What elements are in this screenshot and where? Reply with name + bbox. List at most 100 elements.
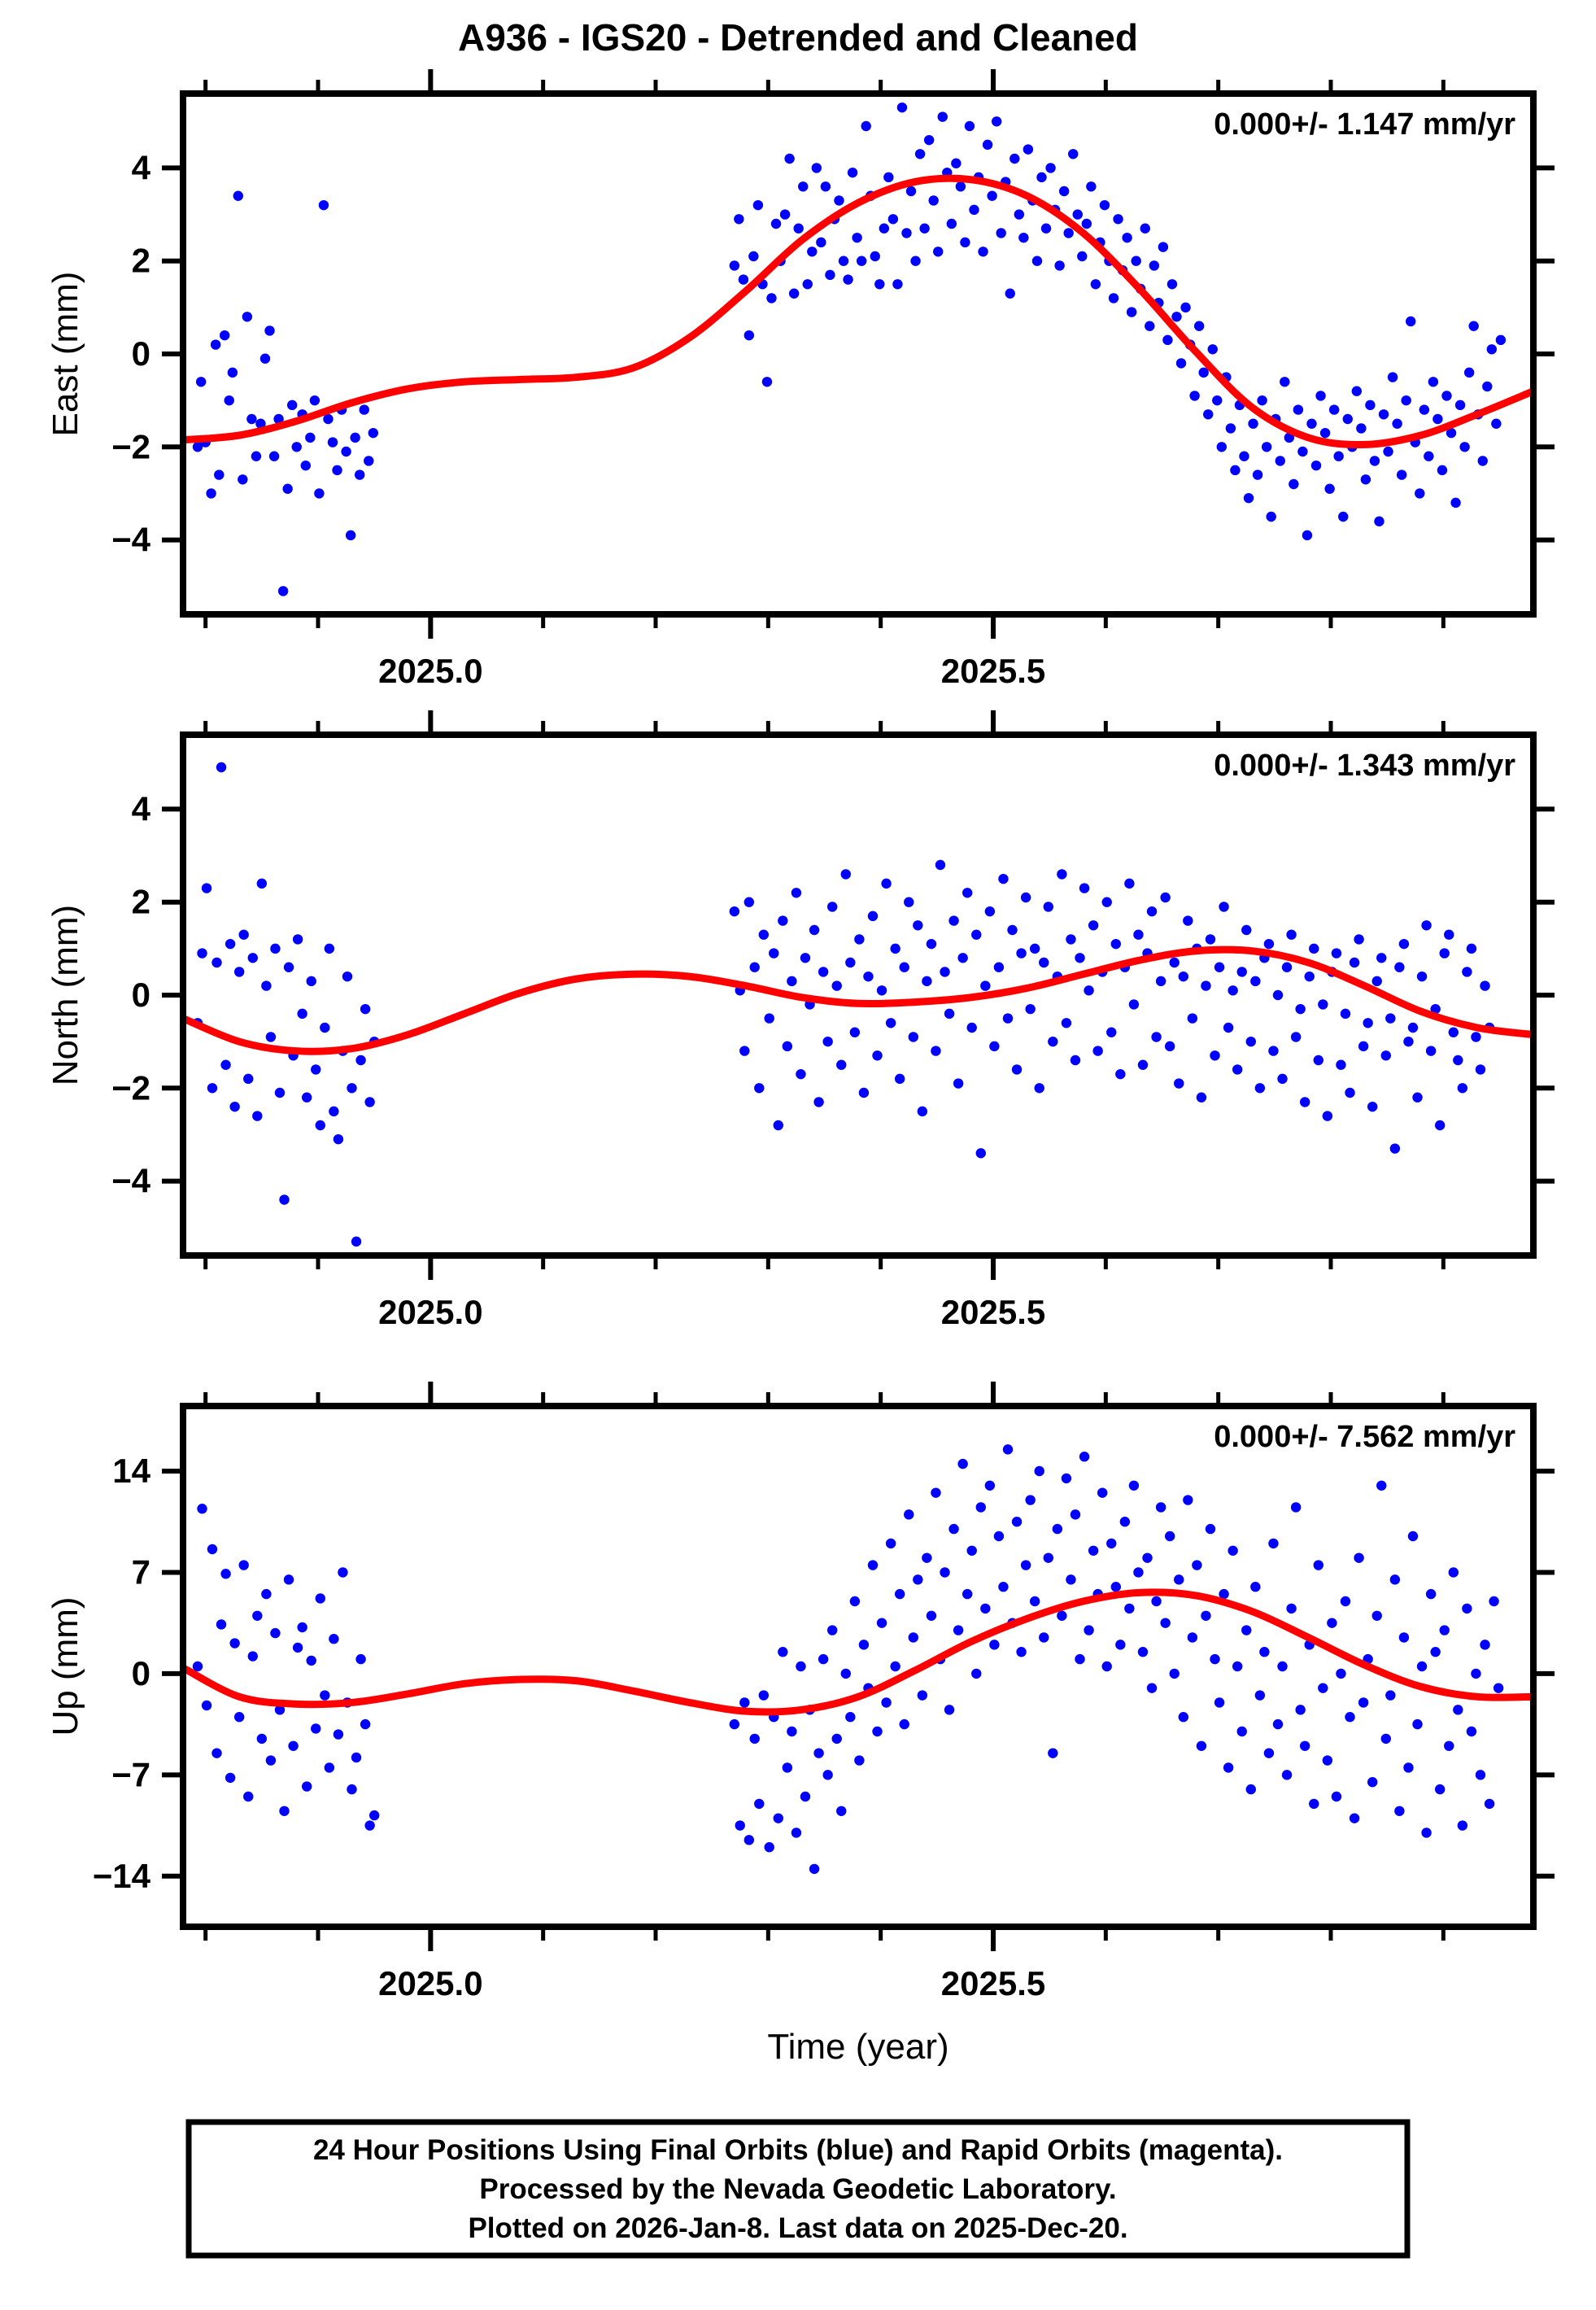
data-point (787, 976, 797, 987)
data-point (1415, 488, 1425, 499)
data-point (265, 1755, 277, 1766)
data-point (305, 432, 316, 443)
data-point (809, 1863, 820, 1875)
data-point (876, 985, 887, 996)
data-point (1203, 409, 1214, 420)
data-point (1302, 530, 1313, 541)
data-point (919, 223, 930, 234)
data-point (360, 1718, 371, 1730)
data-point (1480, 980, 1490, 991)
data-point (1299, 1740, 1310, 1751)
data-point (1164, 1531, 1175, 1542)
data-point (1380, 1733, 1391, 1745)
data-point (1268, 1538, 1279, 1549)
data-point (1389, 1574, 1401, 1585)
data-point (351, 1236, 362, 1247)
data-point (798, 181, 809, 192)
data-point (1175, 358, 1187, 369)
data-point (1367, 1101, 1378, 1112)
data-point (1214, 1697, 1225, 1708)
data-point (944, 1705, 955, 1715)
data-point (1151, 1032, 1162, 1042)
data-point (342, 971, 353, 982)
data-point (1448, 1027, 1459, 1037)
y-tick-label: 4 (132, 148, 151, 186)
y-tick-label: 0 (132, 1654, 150, 1692)
data-point (1351, 386, 1363, 396)
data-point (1034, 1465, 1044, 1477)
data-point (778, 1647, 788, 1657)
data-point (969, 204, 979, 216)
data-point (984, 1480, 996, 1491)
data-point (978, 247, 988, 257)
data-point (1457, 1083, 1468, 1094)
data-point (993, 962, 1005, 972)
data-point (1457, 1820, 1468, 1831)
data-point (836, 1059, 847, 1070)
data-point (1416, 1661, 1428, 1672)
data-point (1257, 395, 1267, 406)
data-points-east (192, 102, 1507, 596)
data-point (1290, 1502, 1302, 1513)
data-point (1014, 209, 1025, 220)
data-point (1290, 1032, 1302, 1042)
data-point (1304, 971, 1315, 982)
data-point (1261, 442, 1272, 452)
data-point (933, 247, 944, 257)
y-tick-label: 7 (132, 1552, 150, 1591)
data-point (818, 967, 829, 977)
data-point (764, 1842, 774, 1853)
data-point (1471, 1668, 1481, 1679)
data-point (1250, 976, 1261, 987)
data-point (1236, 1726, 1247, 1737)
data-point (1354, 934, 1364, 945)
data-point (1115, 1640, 1126, 1650)
data-point (758, 1690, 769, 1701)
data-point (791, 1827, 802, 1838)
data-point (207, 1083, 218, 1094)
data-point (1299, 1097, 1310, 1107)
data-point (825, 269, 835, 281)
data-point (274, 1705, 286, 1715)
footer-line: Processed by the Nevada Geodetic Laborat… (479, 2173, 1116, 2205)
data-point (890, 943, 900, 954)
fit-line-north (183, 945, 1533, 1055)
data-point (1122, 232, 1132, 243)
data-point (243, 1791, 254, 1802)
data-point (333, 1729, 344, 1740)
data-point (1241, 924, 1252, 936)
data-point (1124, 1603, 1135, 1614)
data-point (948, 915, 959, 926)
data-point (1230, 465, 1241, 476)
data-point (247, 1651, 258, 1662)
chart-title: A936 - IGS20 - Detrended and Cleaned (458, 16, 1138, 59)
data-point (1450, 497, 1461, 509)
data-point (960, 237, 970, 248)
data-point (227, 367, 238, 378)
y-tick-label: 0 (132, 976, 150, 1014)
data-point (309, 395, 321, 406)
data-point (931, 1046, 941, 1056)
data-point (1466, 943, 1477, 954)
data-point (782, 1041, 793, 1052)
data-point (1088, 920, 1099, 931)
data-point (1295, 1705, 1306, 1715)
data-point (1166, 279, 1178, 290)
data-point (306, 1655, 316, 1666)
data-point (192, 1661, 203, 1672)
data-point (1228, 1545, 1238, 1556)
data-point (1333, 451, 1344, 461)
x-axis-label: Time (year) (767, 2027, 948, 2067)
data-point (1216, 442, 1228, 452)
data-point (1289, 478, 1299, 490)
data-point (1448, 1567, 1459, 1578)
data-point (1081, 218, 1092, 229)
data-point (1434, 1784, 1446, 1795)
data-point (836, 1806, 847, 1816)
data-point (247, 953, 258, 963)
data-point (913, 1574, 923, 1585)
data-point (1252, 469, 1263, 480)
data-point (251, 451, 262, 461)
data-point (1232, 1661, 1243, 1672)
